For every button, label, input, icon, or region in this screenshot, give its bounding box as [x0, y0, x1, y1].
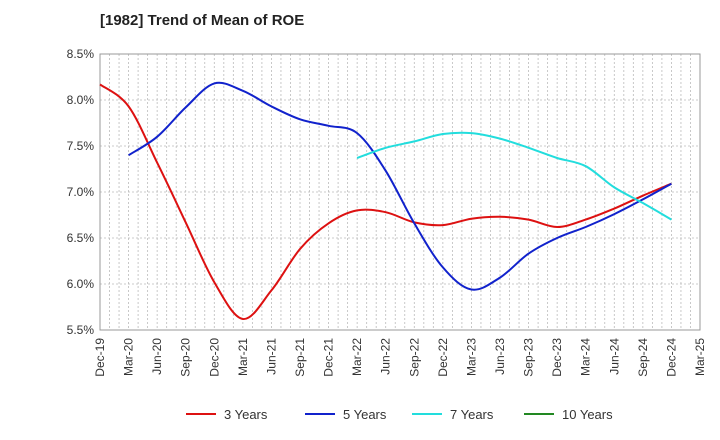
x-tick-label: Jun-21 — [264, 338, 278, 375]
chart-title: [1982] Trend of Mean of ROE — [100, 12, 305, 29]
x-tick-label: Jun-23 — [493, 338, 507, 375]
x-tick-label: Dec-23 — [550, 338, 564, 377]
legend-label-7-years: 7 Years — [450, 407, 494, 422]
legend-label-3-years: 3 Years — [224, 407, 268, 422]
y-tick-label: 7.0% — [67, 185, 95, 199]
y-tick-label: 6.5% — [67, 231, 95, 245]
x-tick-label: Mar-23 — [464, 338, 478, 376]
x-tick-label: Sep-23 — [522, 338, 536, 377]
y-tick-label: 6.0% — [67, 277, 95, 291]
x-tick-label: Dec-22 — [436, 338, 450, 377]
x-tick-label: Mar-20 — [122, 338, 136, 376]
x-tick-label: Mar-25 — [693, 338, 707, 376]
x-tick-label: Sep-24 — [636, 338, 650, 377]
axes-layer: 5.5% 6.0% 6.5% 7.0% 7.5% 8.0% 8.5% Dec-19 Mar-20… — [67, 47, 707, 377]
x-tick-label: Dec-20 — [207, 338, 221, 377]
series-line-5-years — [128, 81, 672, 291]
x-tick-label: Jun-20 — [150, 338, 164, 375]
y-tick-label: 8.5% — [67, 47, 95, 61]
x-tick-label: Mar-24 — [579, 338, 593, 376]
y-tick-label: 8.0% — [67, 93, 95, 107]
legend-label-5-years: 5 Years — [343, 407, 387, 422]
plot-border — [99, 53, 701, 331]
x-tick-label: Mar-22 — [350, 338, 364, 376]
legend: 3 Years 5 Years 7 Years 10 Years — [186, 407, 613, 422]
x-tick-label: Sep-20 — [179, 338, 193, 377]
series-line-7-years — [356, 131, 672, 221]
series-layer — [99, 81, 672, 320]
x-tick-label: Jun-24 — [607, 338, 621, 375]
x-tick-label: Sep-22 — [407, 338, 421, 377]
grid-layer — [100, 54, 700, 330]
x-tick-label: Jun-22 — [379, 338, 393, 375]
legend-label-10-years: 10 Years — [562, 407, 613, 422]
y-tick-label: 5.5% — [67, 323, 95, 337]
y-tick-label: 7.5% — [67, 139, 95, 153]
x-tick-label: Sep-21 — [293, 338, 307, 377]
x-tick-label: Dec-21 — [322, 338, 336, 377]
x-tick-label: Mar-21 — [236, 338, 250, 376]
x-tick-label: Dec-19 — [93, 338, 107, 377]
series-line-3-years — [99, 83, 672, 320]
x-tick-label: Dec-24 — [664, 338, 678, 377]
